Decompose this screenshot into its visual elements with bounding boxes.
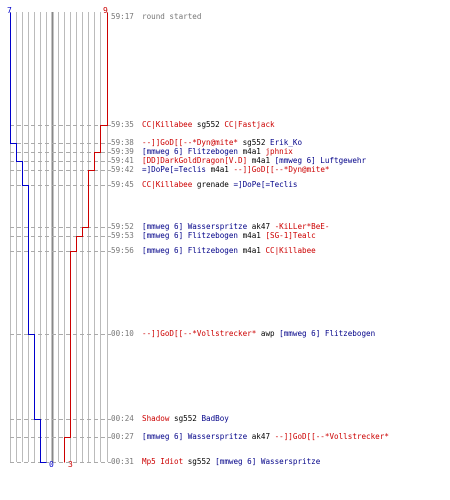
blue-team-line: [10, 12, 47, 463]
blue-alive-end: 0: [49, 460, 54, 469]
event-row: =]DoPe[=Teclis m4a1 --]]GoD[[--*Dyn@mite…: [142, 165, 329, 174]
event-player-blue: [mmweg 6] Flitzebogen: [142, 231, 239, 240]
event-player-blue: [mmweg 6] Flitzebogen: [142, 147, 239, 156]
event-player-blue: [mmweg 6] Flitzebogen: [142, 246, 239, 255]
event-weapon: awp: [256, 329, 280, 338]
event-time: 59:42: [111, 165, 134, 174]
event-weapon: m4a1: [238, 147, 266, 156]
event-row: Shadow sg552 BadBoy: [142, 414, 229, 423]
event-player-red: --]]GoD[[--*Dyn@mite*: [142, 138, 239, 147]
event-row: [mmweg 6] Wasserspritze ak47 -KiLLer*BeE…: [142, 222, 329, 231]
event-time: 59:56: [111, 246, 134, 255]
event-player-red: --]]GoD[[--*Dyn@mite*: [233, 165, 330, 174]
event-time: 00:31: [111, 457, 134, 466]
event-row: Mp5 Idiot sg552 [mmweg 6] Wasserspritze: [142, 457, 320, 466]
event-time: 59:52: [111, 222, 134, 231]
event-player-red: [SG-1]Tealc: [265, 231, 316, 240]
event-time: 59:39: [111, 147, 134, 156]
event-player-blue: BadBoy: [201, 414, 229, 423]
event-time: 59:41: [111, 156, 134, 165]
event-row: --]]GoD[[--*Vollstrecker* awp [mmweg 6] …: [142, 329, 375, 338]
event-row: --]]GoD[[--*Dyn@mite* sg552 Erik_Ko: [142, 138, 302, 147]
event-player-blue: [mmweg 6] Wasserspritze: [215, 457, 321, 466]
event-weapon: m4a1: [238, 231, 266, 240]
event-note: round started: [142, 12, 202, 21]
event-time: 00:27: [111, 432, 134, 441]
event-row: [mmweg 6] Flitzebogen m4a1 CC|Killabee: [142, 246, 316, 255]
event-weapon: m4a1: [238, 246, 266, 255]
event-row: [mmweg 6] Wasserspritze ak47 --]]GoD[[--…: [142, 432, 389, 441]
event-weapon: sg552: [192, 120, 225, 129]
event-player-red: jphnix: [265, 147, 293, 156]
event-weapon: sg552: [183, 457, 216, 466]
event-row: CC|Killabee grenade =]DoPe[=Teclis: [142, 180, 297, 189]
event-player-blue: Erik_Ko: [270, 138, 303, 147]
event-time: 59:35: [111, 120, 134, 129]
event-time: 00:10: [111, 329, 134, 338]
event-player-red: CC|Killabee: [142, 120, 193, 129]
event-weapon: grenade: [192, 180, 234, 189]
event-player-blue: [mmweg 6] Wasserspritze: [142, 432, 248, 441]
event-time: 00:24: [111, 414, 134, 423]
event-row: [mmweg 6] Flitzebogen m4a1 [SG-1]Tealc: [142, 231, 316, 240]
event-weapon: m4a1: [206, 165, 234, 174]
event-player-blue: =]DoPe[=Teclis: [233, 180, 298, 189]
event-player-blue: [mmweg 6] Wasserspritze: [142, 222, 248, 231]
event-weapon: sg552: [238, 138, 271, 147]
event-player-blue: [mmweg 6] Flitzebogen: [279, 329, 376, 338]
event-row: round started: [142, 12, 201, 21]
event-row: [DD]DarkGoldDragon[V.D] m4a1 [mmweg 6] L…: [142, 156, 366, 165]
event-player-red: Mp5 Idiot: [142, 457, 184, 466]
event-player-blue: [mmweg 6] Luftgewehr: [274, 156, 367, 165]
event-player-red: CC|Fastjack: [224, 120, 275, 129]
event-player-red: Shadow: [142, 414, 170, 423]
red-team-line: [64, 12, 108, 463]
event-player-red: CC|Killabee: [142, 180, 193, 189]
event-time: 59:53: [111, 231, 134, 240]
event-weapon: ak47: [247, 222, 275, 231]
red-alive-start: 9: [103, 6, 108, 15]
event-player-red: -KiLLer*BeE-: [274, 222, 330, 231]
event-time: 59:38: [111, 138, 134, 147]
event-player-red: --]]GoD[[--*Vollstrecker*: [142, 329, 257, 338]
event-weapon: sg552: [169, 414, 202, 423]
event-weapon: m4a1: [247, 156, 275, 165]
event-time: 59:45: [111, 180, 134, 189]
event-player-red: [DD]DarkGoldDragon[V.D]: [142, 156, 248, 165]
red-alive-end: 3: [68, 460, 73, 469]
event-row: [mmweg 6] Flitzebogen m4a1 jphnix: [142, 147, 293, 156]
blue-alive-start: 7: [7, 6, 12, 15]
event-player-red: --]]GoD[[--*Vollstrecker*: [274, 432, 389, 441]
event-time: 59:17: [111, 12, 134, 21]
event-player-blue: =]DoPe[=Teclis: [142, 165, 207, 174]
event-row: CC|Killabee sg552 CC|Fastjack: [142, 120, 275, 129]
event-weapon: ak47: [247, 432, 275, 441]
event-player-red: CC|Killabee: [265, 246, 316, 255]
